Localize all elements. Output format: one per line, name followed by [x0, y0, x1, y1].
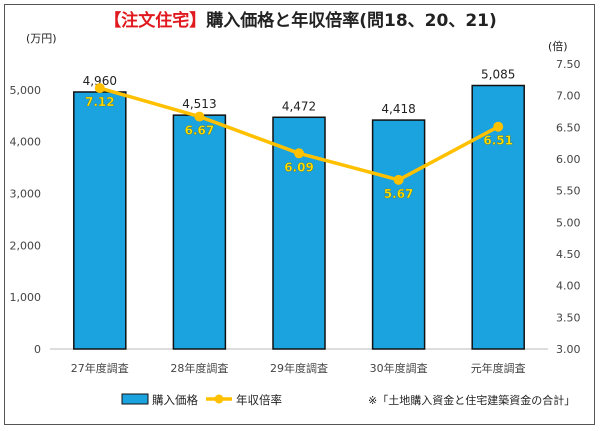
- right-axis-tick-label: 3.50: [556, 311, 581, 324]
- right-axis-tick-label: 3.00: [556, 343, 581, 356]
- bar-value-label: 5,085: [481, 68, 515, 82]
- ratio-point: [493, 121, 504, 132]
- category-label: 28年度調査: [170, 361, 228, 375]
- legend-swatch-point: [214, 394, 224, 404]
- right-axis-tick-label: 5.50: [556, 185, 581, 198]
- left-axis-tick-label: 3,000: [10, 188, 42, 201]
- bar: [371, 119, 426, 350]
- left-axis-unit: (万円): [26, 32, 57, 45]
- chart-title: 【注文住宅】購入価格と年収倍率(問18、20、21): [0, 6, 601, 31]
- left-axis-tick-label: 4,000: [10, 136, 42, 149]
- right-axis-tick-label: 6.50: [556, 121, 581, 134]
- ratio-point: [94, 83, 105, 94]
- ratio-value-label: 7.12: [85, 95, 115, 109]
- legend-label-bar: 購入価格: [152, 393, 198, 407]
- right-axis-tick-label: 7.50: [556, 58, 581, 71]
- right-axis-tick-label: 7.00: [556, 90, 581, 103]
- chart-title-highlight: 【注文住宅】: [104, 11, 207, 31]
- ratio-value-label: 6.67: [185, 124, 215, 138]
- ratio-value-label: 5.67: [384, 187, 414, 201]
- left-axis-tick-label: 1,000: [10, 291, 42, 304]
- category-label: 元年度調査: [471, 361, 526, 375]
- ratio-point: [194, 111, 205, 122]
- bar-value-label: 4,418: [381, 102, 415, 116]
- legend-label-line: 年収倍率: [236, 393, 282, 407]
- footnote: ※「土地購入資金と住宅建築資金の合計」: [368, 393, 575, 407]
- ratio-value-label: 6.09: [284, 160, 314, 174]
- right-axis-unit: (倍): [548, 39, 568, 53]
- left-axis-tick-label: 2,000: [10, 239, 42, 252]
- category-label: 27年度調査: [71, 361, 129, 375]
- right-axis-tick-label: 5.00: [556, 216, 581, 229]
- ratio-point: [294, 148, 304, 159]
- right-axis-tick-label: 6.00: [556, 153, 581, 166]
- category-label: 29年度調査: [270, 361, 328, 375]
- left-axis-tick-label: 0: [34, 343, 41, 356]
- chart-title-main: 購入価格と年収倍率(問18、20、21): [206, 11, 497, 31]
- left-axis-tick-label: 5,000: [10, 84, 42, 97]
- right-axis-tick-label: 4.00: [556, 280, 581, 293]
- right-axis-tick-label: 4.50: [556, 248, 581, 261]
- bar-value-label: 4,960: [83, 74, 117, 88]
- bar-value-label: 4,472: [282, 99, 316, 113]
- ratio-point: [393, 174, 404, 185]
- bar: [73, 91, 127, 350]
- category-label: 30年度調査: [370, 361, 428, 375]
- bar-value-label: 4,513: [182, 97, 216, 111]
- legend-swatch-bar: [121, 393, 149, 405]
- ratio-value-label: 6.51: [483, 134, 513, 148]
- bar: [172, 114, 227, 350]
